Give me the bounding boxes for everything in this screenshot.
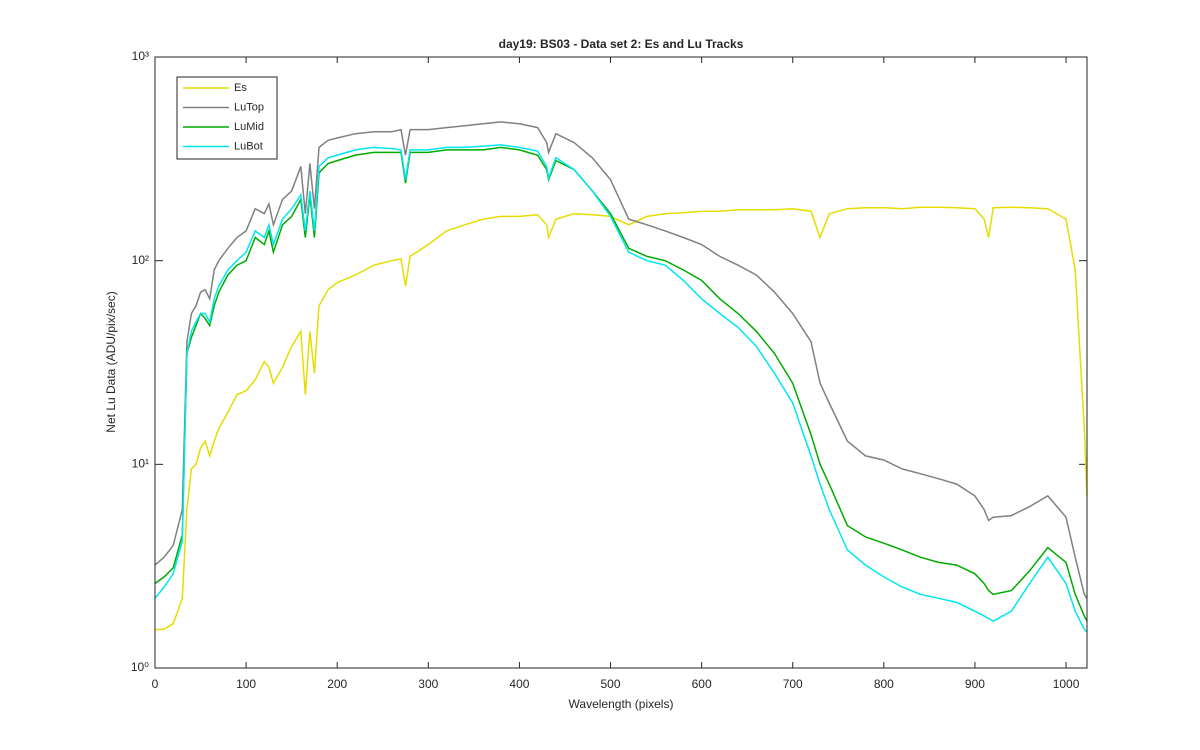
data-line xyxy=(154,144,1088,633)
y-tick-label: 10² xyxy=(132,253,149,267)
x-tick-label: 900 xyxy=(965,677,985,691)
x-tick-label: 1000 xyxy=(1053,677,1080,691)
data-line xyxy=(154,121,1088,599)
legend-label: LuBot xyxy=(234,140,263,152)
data-line xyxy=(154,146,1088,622)
x-tick-label: 0 xyxy=(152,677,159,691)
x-tick-label: 600 xyxy=(692,677,712,691)
y-tick-label: 10¹ xyxy=(132,457,149,471)
legend-label: Es xyxy=(234,82,247,94)
x-tick-label: 300 xyxy=(418,677,438,691)
data-line xyxy=(154,206,1088,631)
x-axis-label: Wavelength (pixels) xyxy=(569,697,674,711)
x-tick-label: 200 xyxy=(327,677,347,691)
y-tick-label: 10³ xyxy=(132,49,149,63)
legend-label: LuMid xyxy=(234,121,264,133)
x-tick-label: 100 xyxy=(236,677,256,691)
legend-box xyxy=(176,76,278,160)
plot-frame xyxy=(154,56,1088,669)
y-tick-label: 10⁰ xyxy=(131,660,149,674)
chart-title: day19: BS03 - Data set 2: Es and Lu Trac… xyxy=(499,37,744,51)
legend-label: LuTop xyxy=(234,101,264,113)
x-tick-label: 400 xyxy=(509,677,529,691)
x-tick-label: 700 xyxy=(783,677,803,691)
x-tick-label: 500 xyxy=(601,677,621,691)
x-tick-label: 800 xyxy=(874,677,894,691)
y-axis-label: Net Lu Data (ADU/pix/sec) xyxy=(104,291,118,432)
